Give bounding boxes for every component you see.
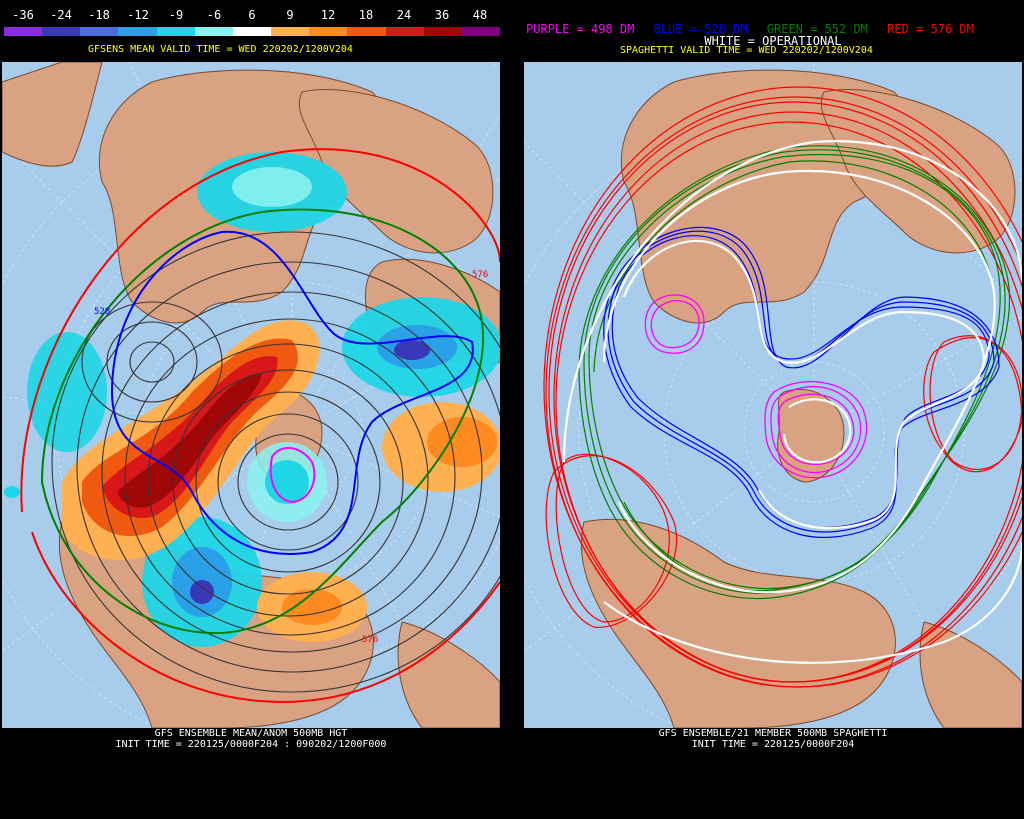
landmass [919, 621, 1022, 728]
colorbar-swatch [194, 27, 233, 36]
contour-label: 528 [94, 307, 110, 317]
colorbar-label: 12 [320, 8, 336, 22]
colorbar-swatches [4, 27, 501, 36]
mean-anomaly-map-canvas: 528 576 576 [2, 62, 500, 728]
legend-purple: PURPLE = 498 DM [526, 22, 635, 36]
spaghetti-legend: PURPLE = 498 DM BLUE = 528 DM GREEN = 55… [526, 22, 1022, 36]
colorbar-swatch [118, 27, 157, 36]
operational-run-contours [562, 140, 1022, 664]
panel-divider [502, 0, 522, 819]
colorbar-swatch [232, 27, 272, 36]
height-contours [51, 231, 500, 693]
colorbar-label: 9 [286, 8, 294, 22]
colorbar-swatch [4, 27, 43, 36]
anomaly-colorbar: -36 -24 -18 -12 -9 -6 6 9 12 18 24 36 48 [4, 4, 501, 36]
528-contour [110, 230, 474, 555]
colorbar-swatch [461, 27, 501, 36]
colorbar-swatch [271, 27, 310, 36]
colorbar-label: -18 [88, 8, 110, 22]
colorbar-label: 18 [358, 8, 374, 22]
colorbar-label: -6 [206, 8, 222, 22]
contour-label: 576 [472, 270, 488, 280]
colorbar-swatch [385, 27, 424, 36]
right-footer-init: INIT TIME = 220125/0000F204 [691, 739, 855, 750]
colorbar-label: 36 [434, 8, 450, 22]
colorbar-label: 48 [472, 8, 488, 22]
576-contour [31, 531, 500, 704]
colorbar-swatch [42, 27, 81, 36]
colorbar-swatch [347, 27, 386, 36]
spaghetti-498 [644, 294, 868, 479]
contour-label: 576 [362, 635, 378, 645]
colorbar-label: 24 [396, 8, 412, 22]
left-footer-title: GFS ENSEMBLE MEAN/ANOM 500MB HGT [154, 728, 348, 739]
legend-red: RED = 576 DM [887, 22, 974, 36]
legend-blue: BLUE = 528 DM [653, 22, 748, 36]
colorbar-swatch [423, 27, 462, 36]
576-contour [20, 148, 500, 513]
right-footer-title: GFS ENSEMBLE/21 MEMBER 500MB SPAGHETTI [658, 728, 888, 739]
left-footer-init: INIT TIME = 220125/0000F204 : 090202/120… [115, 739, 387, 750]
landmass [298, 89, 494, 254]
spaghetti-map-canvas [524, 62, 1022, 728]
landmass [2, 62, 103, 167]
spaghetti-map [524, 62, 1022, 728]
right-valid-time-title: SPAGHETTI VALID TIME = WED 220202/1200V2… [620, 45, 873, 56]
legend-white: WHITE = OPERATIONAL [704, 34, 842, 48]
colorbar-swatch [156, 27, 195, 36]
mean-anomaly-map: 528 576 576 [2, 62, 500, 728]
colorbar-label: -24 [50, 8, 72, 22]
mean-anomaly-panel: -36 -24 -18 -12 -9 -6 6 9 12 18 24 36 48… [0, 0, 502, 819]
552-contour [40, 208, 485, 635]
498-contour [269, 447, 316, 504]
landmass [397, 621, 500, 728]
legend-green: GREEN = 552 DM [766, 22, 868, 36]
colorbar-label: 6 [248, 8, 256, 22]
colorbar-label: -9 [168, 8, 184, 22]
left-valid-time-title: GFSENS MEAN VALID TIME = WED 220202/1200… [88, 44, 353, 55]
colorbar-labels: -36 -24 -18 -12 -9 -6 6 9 12 18 24 36 48 [4, 8, 500, 24]
colorbar-swatch [80, 27, 119, 36]
spaghetti-576 [543, 86, 1022, 688]
colorbar-label: -12 [127, 8, 149, 22]
landmass [580, 518, 896, 728]
spaghetti-panel: PURPLE = 498 DM BLUE = 528 DM GREEN = 55… [522, 0, 1024, 819]
colorbar-label: -36 [12, 8, 34, 22]
colorbar-swatch [309, 27, 348, 36]
